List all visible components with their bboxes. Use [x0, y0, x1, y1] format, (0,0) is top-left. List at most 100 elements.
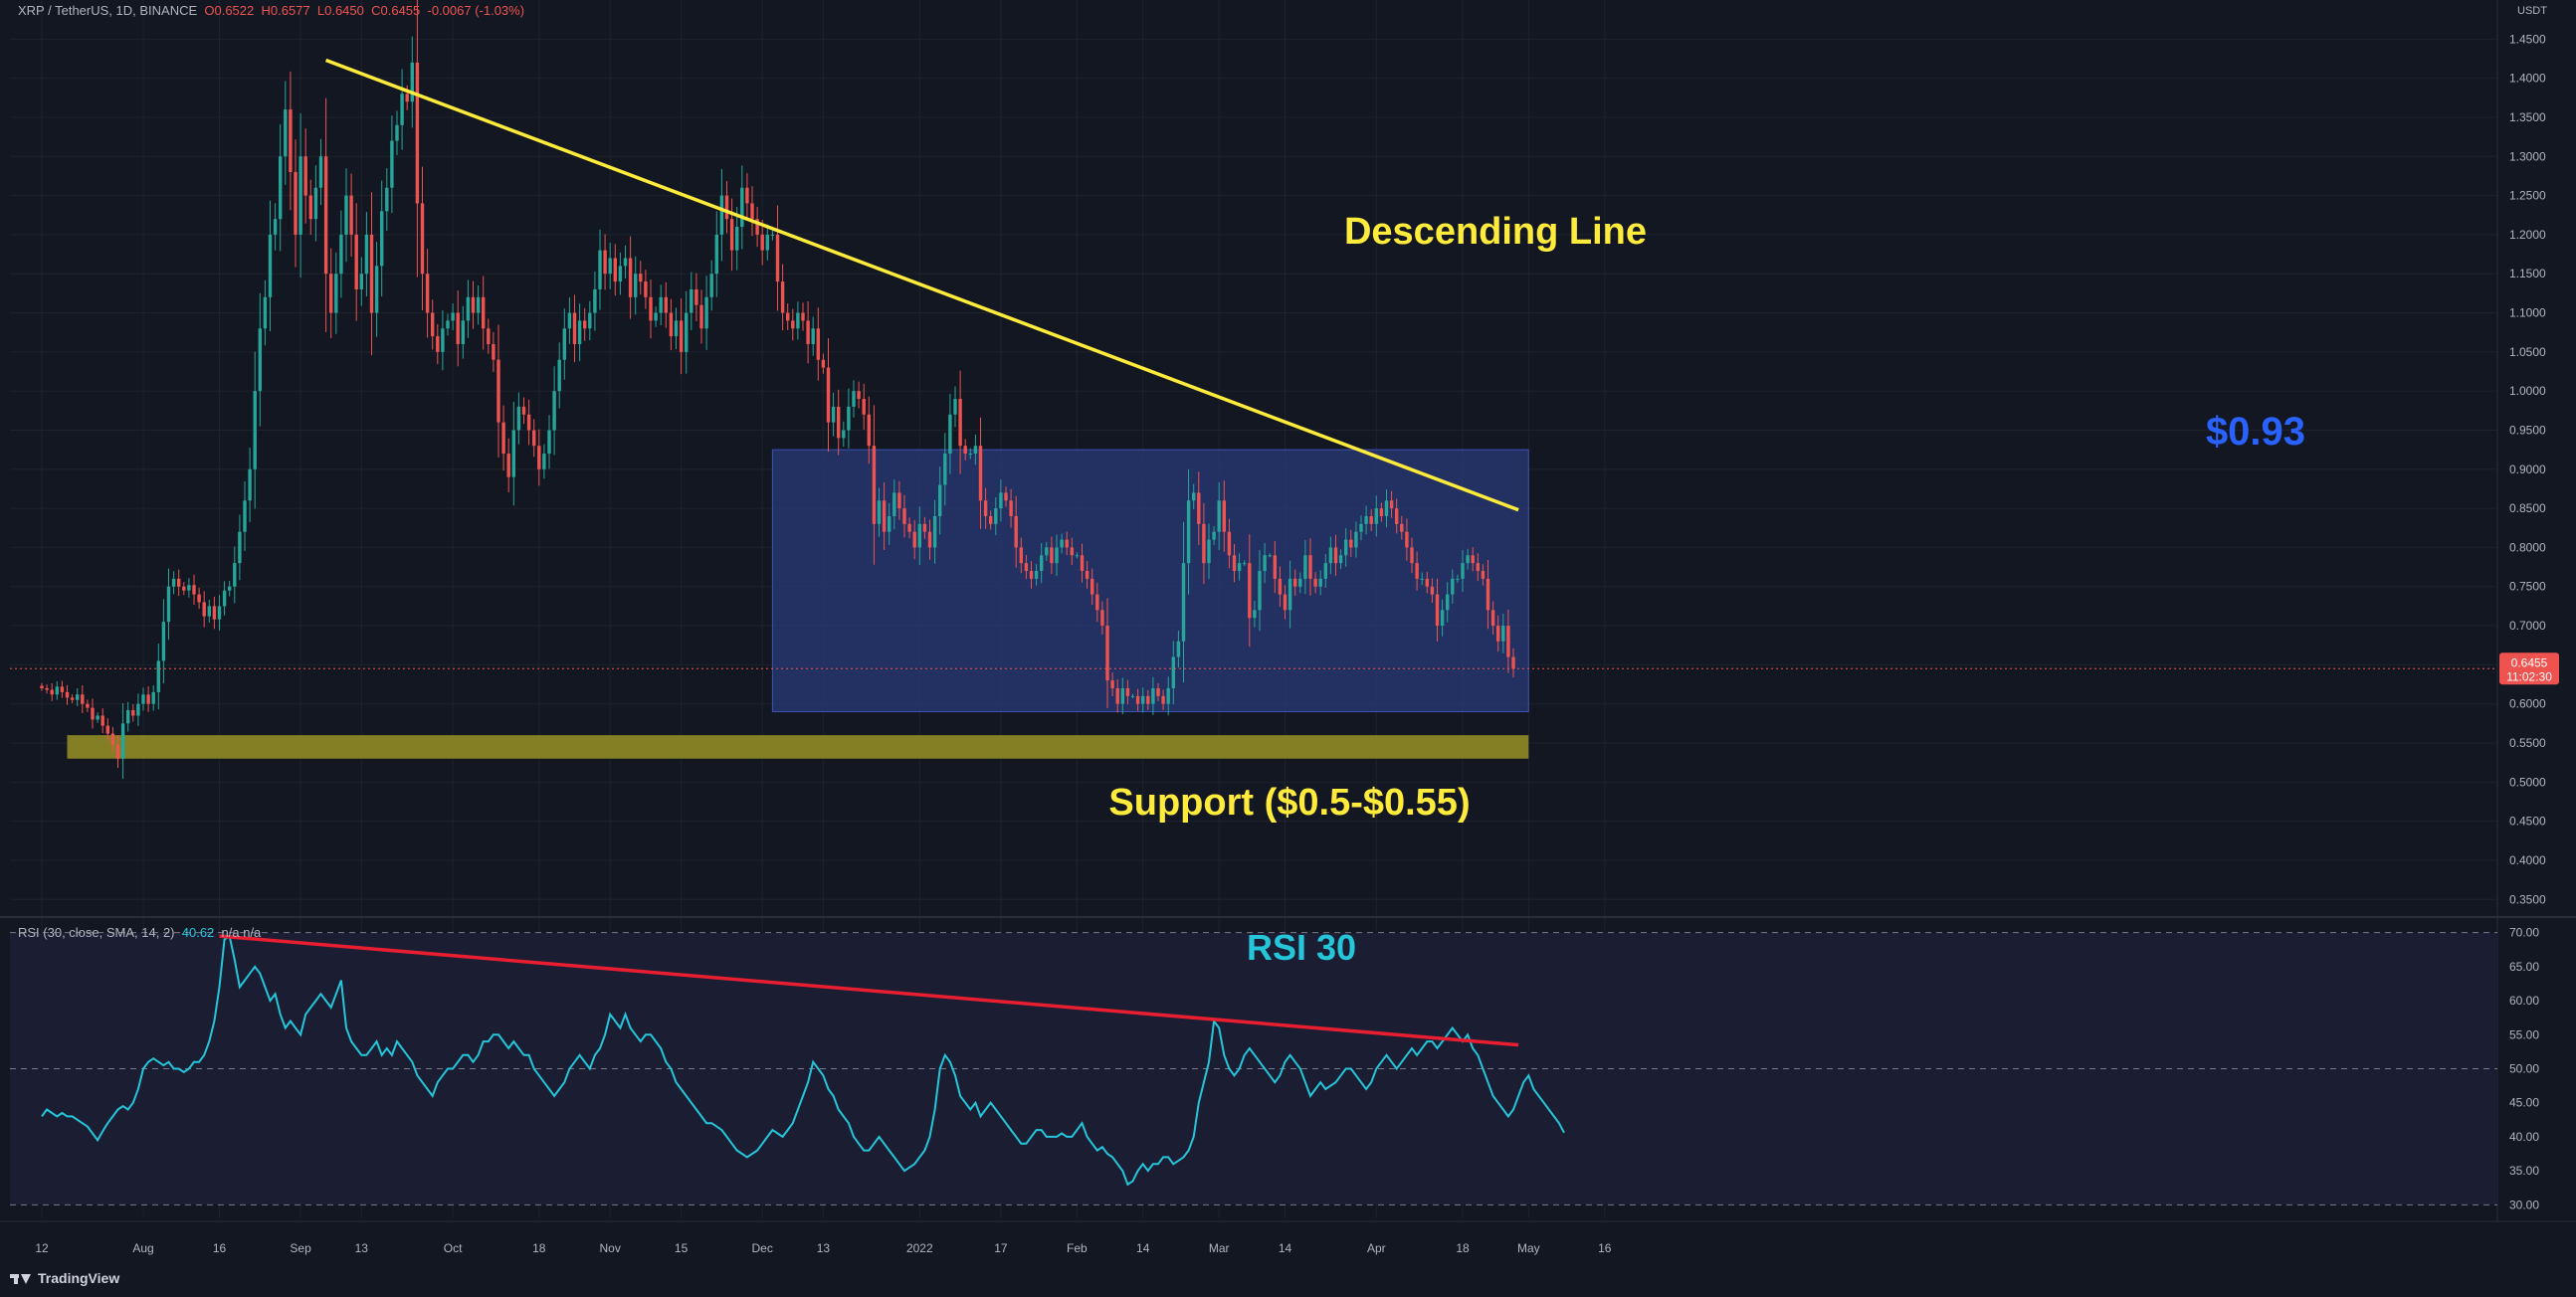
candle-body	[1176, 641, 1181, 657]
candle-body	[765, 234, 769, 251]
tradingview-icon	[10, 1272, 32, 1284]
candle-body	[989, 515, 993, 524]
rsi-tick-label: 65.00	[2509, 960, 2539, 974]
candle-body	[115, 744, 120, 759]
candle-body	[76, 694, 80, 700]
candle-body	[1171, 656, 1175, 688]
candle-body	[476, 296, 481, 313]
descending-line-label: Descending Line	[1344, 211, 1647, 253]
candlestick-series	[40, 0, 1515, 780]
candle-body	[313, 187, 318, 220]
candle-body	[284, 109, 288, 157]
candle-body	[1395, 508, 1399, 524]
candle-body	[289, 109, 293, 172]
candle-body	[461, 320, 465, 344]
candle-body	[243, 500, 247, 532]
candle-body	[81, 694, 85, 704]
candle-body	[1496, 626, 1500, 642]
candle-body	[131, 709, 135, 716]
candle-body	[273, 219, 278, 235]
candle-body	[425, 274, 430, 313]
candle-body	[669, 312, 674, 337]
candle-body	[917, 523, 921, 548]
candle-body	[136, 703, 140, 716]
candle-body	[532, 430, 536, 447]
candle-body	[999, 492, 1003, 509]
price-tick-label: 1.4500	[2509, 32, 2546, 46]
rsi-line	[41, 934, 1565, 1187]
candle-body	[405, 93, 409, 102]
candle-body	[431, 312, 435, 337]
time-tick-label: Apr	[1367, 1241, 1386, 1255]
candle-body	[50, 689, 54, 695]
candle-body	[1232, 555, 1237, 572]
time-tick-label: 17	[994, 1241, 1008, 1255]
candle-body	[420, 203, 425, 275]
candle-body	[714, 234, 718, 275]
candle-body	[146, 694, 150, 704]
candle-body	[685, 312, 689, 352]
candle-body	[1435, 594, 1440, 627]
candle-body	[279, 156, 283, 220]
support-label: Support ($0.5-$0.55)	[1108, 782, 1470, 824]
candle-body	[791, 320, 795, 329]
candle-body	[907, 523, 911, 532]
candle-body	[755, 219, 759, 235]
price-tick-label: 1.3000	[2509, 149, 2546, 163]
candle-body	[567, 312, 572, 329]
candle-body	[207, 606, 211, 617]
tradingview-logo[interactable]: TradingView	[10, 1270, 119, 1286]
candle-body	[1293, 578, 1297, 587]
candle-body	[1456, 578, 1460, 580]
candle-body	[1237, 563, 1242, 572]
candle-body	[968, 454, 972, 456]
rsi-header: RSI (30, close, SMA, 14, 2) 40.62 n/a n/…	[18, 925, 261, 940]
candle-body	[1328, 547, 1333, 564]
candle-body	[1161, 695, 1165, 704]
candle-body	[1384, 500, 1389, 516]
brand-name: TradingView	[38, 1270, 120, 1286]
candle-body	[745, 187, 749, 204]
rsi-tick-label: 30.00	[2509, 1198, 2539, 1211]
candle-body	[679, 320, 684, 352]
price-tick-label: 1.2000	[2509, 228, 2546, 242]
price-tick-label: 0.9500	[2509, 423, 2546, 437]
candle-body	[1283, 594, 1288, 611]
price-tick-label: 0.3500	[2509, 892, 2546, 906]
candle-body	[1349, 539, 1353, 548]
time-tick-label: Oct	[444, 1241, 463, 1255]
candle-body	[542, 454, 546, 469]
candle-body	[1268, 555, 1272, 557]
trendlines	[10, 58, 2497, 669]
candle-body	[1308, 555, 1312, 579]
candle-body	[588, 312, 592, 329]
price-tick-label: 1.4000	[2509, 72, 2546, 86]
candle-body	[120, 723, 125, 759]
time-tick-label: Sep	[290, 1241, 311, 1255]
candle-body	[1014, 515, 1018, 548]
candle-body	[228, 586, 232, 591]
candle-body	[780, 281, 785, 313]
candle-body	[91, 707, 95, 720]
candle-body	[639, 274, 643, 282]
time-tick-label: 16	[1598, 1241, 1612, 1255]
candle-body	[55, 686, 59, 695]
candle-body	[1009, 500, 1013, 516]
candle-body	[492, 343, 495, 360]
candle-body	[1476, 563, 1480, 572]
candle-body	[1040, 555, 1044, 572]
candle-body	[1506, 626, 1510, 657]
candle-body	[212, 606, 217, 620]
candle-body	[415, 62, 420, 204]
rsi-tick-label: 55.00	[2509, 1027, 2539, 1041]
candle-body	[852, 391, 856, 407]
rsi-tick-label: 70.00	[2509, 926, 2539, 940]
candle-body	[1181, 563, 1186, 642]
candle-body	[1446, 594, 1450, 611]
symbol-header: XRP / TetherUS, 1D, BINANCE O0.6522 H0.6…	[18, 3, 524, 18]
candle-body	[1197, 492, 1201, 524]
price-tick-label: 0.4000	[2509, 853, 2546, 867]
time-tick-label: 13	[355, 1241, 369, 1255]
candle-body	[613, 258, 617, 282]
